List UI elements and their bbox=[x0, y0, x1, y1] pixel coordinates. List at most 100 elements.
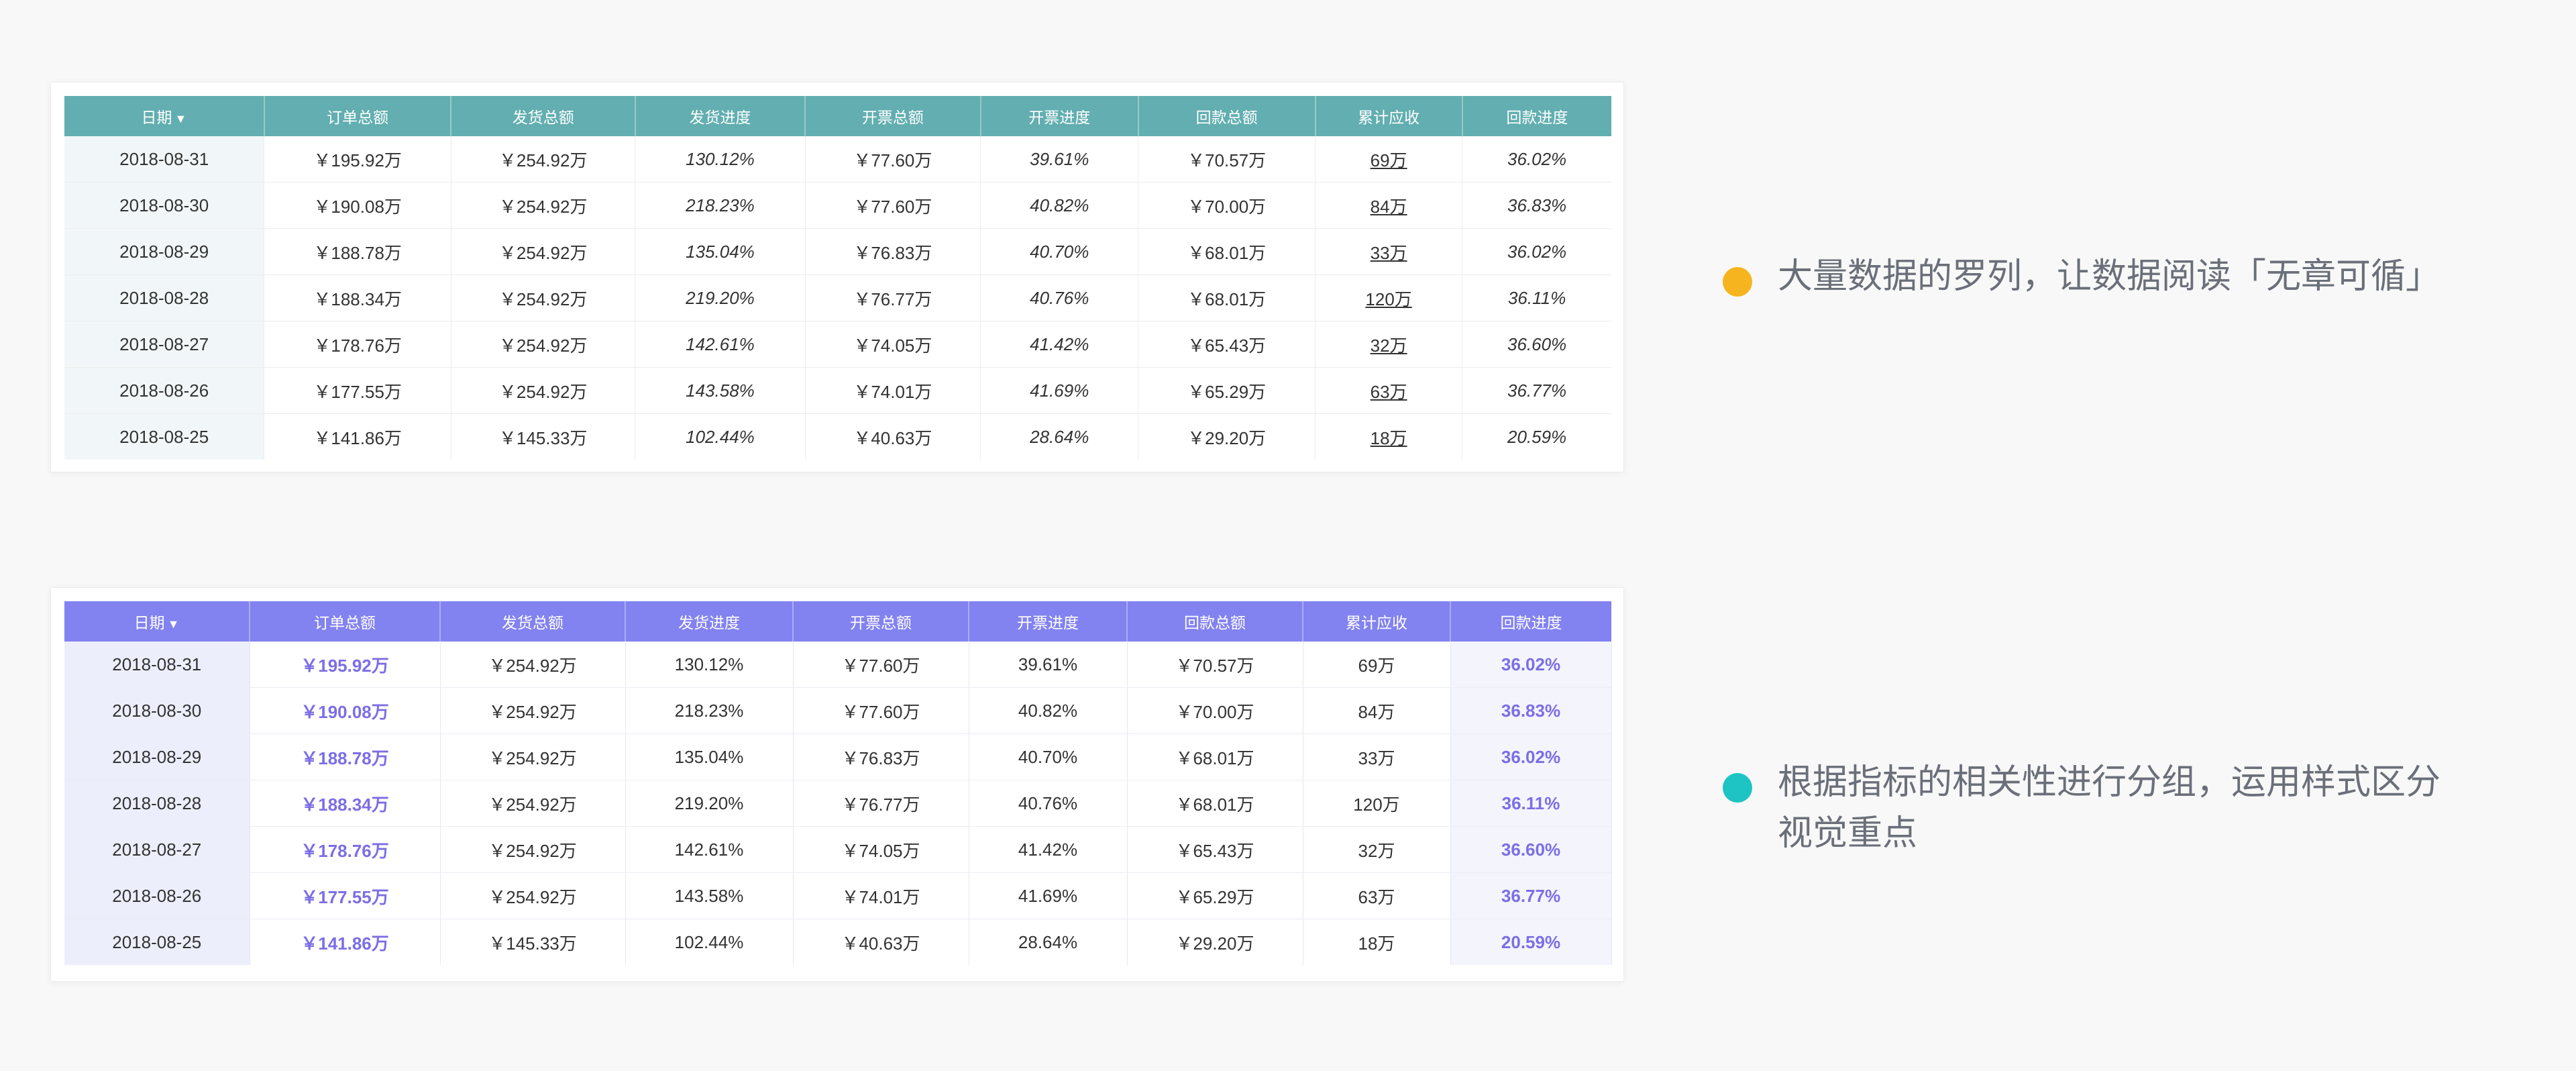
table-cell: 36.02% bbox=[1450, 733, 1612, 780]
table-cell: ￥76.77万 bbox=[805, 274, 981, 321]
table-cell: ￥188.34万 bbox=[250, 780, 441, 827]
table-cell: 143.58% bbox=[635, 367, 806, 414]
table-card-plain: 日期 ▼ 订单总额 发货总额 发货进度 开票总额 开票进度 回款总额 累计应收 回… bbox=[50, 82, 1624, 472]
table-cell: 102.44% bbox=[635, 413, 806, 460]
table-cell: ￥254.92万 bbox=[440, 687, 626, 734]
table-cell: ￥68.01万 bbox=[1138, 274, 1316, 321]
receivable-link[interactable]: 84万 bbox=[1315, 182, 1463, 229]
table-cell: 120万 bbox=[1303, 780, 1451, 827]
column-header[interactable]: 回款总额 bbox=[1138, 96, 1316, 136]
table-cell: ￥65.43万 bbox=[1127, 826, 1303, 873]
receivable-link[interactable]: 18万 bbox=[1315, 413, 1463, 460]
table-row[interactable]: 2018-08-29 ￥188.78万 ￥254.92万 135.04% ￥76.83万… bbox=[64, 733, 1612, 780]
table-row[interactable]: 2018-08-31 ￥195.92万 ￥254.92万 130.12% ￥77.60万… bbox=[64, 136, 1611, 183]
table-row[interactable]: 2018-08-28 ￥188.34万 ￥254.92万 219.20% ￥76.77万… bbox=[64, 780, 1612, 827]
table-cell: 41.42% bbox=[980, 321, 1139, 368]
table-cell: 84万 bbox=[1303, 687, 1451, 734]
table-cell: 2018-08-25 bbox=[64, 413, 265, 460]
table-cell: 130.12% bbox=[635, 136, 806, 183]
table-cell: ￥77.60万 bbox=[805, 136, 981, 183]
table-cell: 36.77% bbox=[1462, 367, 1611, 414]
table-row[interactable]: 2018-08-30 ￥190.08万 ￥254.92万 218.23% ￥77.60万… bbox=[64, 687, 1612, 734]
column-header[interactable]: 回款进度 bbox=[1450, 601, 1611, 642]
table-cell: 33万 bbox=[1303, 733, 1451, 780]
table-cell: ￥76.83万 bbox=[793, 733, 969, 780]
column-header[interactable]: 回款进度 bbox=[1462, 96, 1611, 136]
column-header[interactable]: 累计应收 bbox=[1315, 96, 1463, 136]
receivable-link[interactable]: 33万 bbox=[1315, 228, 1463, 275]
table-cell: 2018-08-29 bbox=[64, 733, 250, 780]
column-header[interactable]: 订单总额 bbox=[264, 96, 452, 136]
table-cell: 36.60% bbox=[1450, 826, 1612, 873]
table-cell: 40.70% bbox=[969, 733, 1128, 780]
table-cell: ￥254.92万 bbox=[440, 733, 626, 780]
column-header[interactable]: 发货总额 bbox=[451, 96, 636, 136]
table-row[interactable]: 2018-08-27 ￥178.76万 ￥254.92万 142.61% ￥74.05万… bbox=[64, 826, 1612, 873]
table-row[interactable]: 2018-08-27 ￥178.76万 ￥254.92万 142.61% ￥74.05万… bbox=[64, 321, 1611, 368]
table-cell: 20.59% bbox=[1450, 919, 1612, 965]
receivable-link[interactable]: 63万 bbox=[1315, 367, 1463, 414]
table-cell: ￥254.92万 bbox=[451, 321, 636, 368]
table-cell: ￥254.92万 bbox=[440, 826, 626, 873]
table-cell: 63万 bbox=[1303, 872, 1451, 919]
table-card-grouped: 日期 ▼ 订单总额 发货总额 发货进度 开票总额 开票进度 回款总额 累计应收 回… bbox=[50, 587, 1624, 982]
table-cell: 2018-08-25 bbox=[64, 919, 250, 965]
column-header[interactable]: 开票进度 bbox=[969, 601, 1128, 642]
table-cell: 219.20% bbox=[625, 780, 794, 827]
table-cell: 40.82% bbox=[969, 687, 1128, 734]
column-header[interactable]: 开票进度 bbox=[980, 96, 1139, 136]
column-header[interactable]: 回款总额 bbox=[1127, 601, 1303, 642]
receivable-link[interactable]: 32万 bbox=[1315, 321, 1463, 368]
table-cell: ￥190.08万 bbox=[250, 687, 441, 734]
table-cell: 2018-08-30 bbox=[64, 687, 250, 734]
column-header[interactable]: 开票总额 bbox=[805, 96, 981, 136]
table-cell: ￥68.01万 bbox=[1127, 780, 1303, 827]
receivable-link[interactable]: 120万 bbox=[1315, 274, 1463, 321]
annotation-note-1: 大量数据的罗列，让数据阅读「无章可循」 bbox=[1723, 251, 2516, 302]
table-cell: ￥77.60万 bbox=[793, 687, 969, 734]
sort-down-icon[interactable]: ▼ bbox=[167, 617, 180, 631]
table-cell: 219.20% bbox=[635, 274, 806, 321]
column-header[interactable]: 发货进度 bbox=[635, 96, 806, 136]
table-cell: 40.82% bbox=[980, 182, 1139, 229]
table-cell: 18万 bbox=[1303, 919, 1451, 965]
table-cell: 28.64% bbox=[969, 919, 1128, 965]
table-cell: ￥29.20万 bbox=[1127, 919, 1303, 965]
table-cell: 32万 bbox=[1303, 826, 1451, 873]
table-cell: ￥254.92万 bbox=[451, 182, 636, 229]
table-cell: ￥77.60万 bbox=[805, 182, 981, 229]
table-cell: 36.60% bbox=[1462, 321, 1611, 368]
table-row[interactable]: 2018-08-31 ￥195.92万 ￥254.92万 130.12% ￥77.60万… bbox=[64, 642, 1612, 688]
column-header[interactable]: 订单总额 bbox=[250, 601, 441, 642]
table-row[interactable]: 2018-08-25 ￥141.86万 ￥145.33万 102.44% ￥40.63万… bbox=[64, 413, 1611, 460]
table-row[interactable]: 2018-08-26 ￥177.55万 ￥254.92万 143.58% ￥74.01万… bbox=[64, 872, 1612, 919]
table-row[interactable]: 2018-08-25 ￥141.86万 ￥145.33万 102.44% ￥40.63万… bbox=[64, 919, 1612, 965]
receivable-link[interactable]: 69万 bbox=[1315, 136, 1463, 183]
table-cell: 135.04% bbox=[625, 733, 794, 780]
sort-down-icon[interactable]: ▼ bbox=[174, 112, 187, 125]
column-header-date[interactable]: 日期 ▼ bbox=[64, 601, 250, 642]
table-cell: 40.76% bbox=[969, 780, 1128, 827]
table-cell: ￥178.76万 bbox=[250, 826, 441, 873]
annotation-note-2: 根据指标的相关性进行分组，运用样式区分视觉重点 bbox=[1723, 757, 2449, 859]
table-cell: 2018-08-31 bbox=[64, 136, 265, 183]
table-row[interactable]: 2018-08-29 ￥188.78万 ￥254.92万 135.04% ￥76.83万… bbox=[64, 228, 1611, 275]
table-cell: ￥70.57万 bbox=[1127, 642, 1303, 688]
table-cell: ￥254.92万 bbox=[451, 136, 636, 183]
table-cell: 69万 bbox=[1303, 642, 1451, 688]
table-row[interactable]: 2018-08-26 ￥177.55万 ￥254.92万 143.58% ￥74.01万… bbox=[64, 367, 1611, 414]
table-cell: 2018-08-30 bbox=[64, 182, 265, 229]
table-row[interactable]: 2018-08-30 ￥190.08万 ￥254.92万 218.23% ￥77.60万… bbox=[64, 182, 1611, 229]
column-header[interactable]: 开票总额 bbox=[793, 601, 969, 642]
table-row[interactable]: 2018-08-28 ￥188.34万 ￥254.92万 219.20% ￥76.77万… bbox=[64, 274, 1611, 321]
table-cell: ￥178.76万 bbox=[264, 321, 451, 368]
column-header-date[interactable]: 日期 ▼ bbox=[64, 96, 265, 136]
table-cell: ￥141.86万 bbox=[250, 919, 441, 965]
column-header[interactable]: 累计应收 bbox=[1303, 601, 1451, 642]
table-cell: ￥188.78万 bbox=[250, 733, 441, 780]
table-cell: ￥70.00万 bbox=[1127, 687, 1303, 734]
table-cell: 40.70% bbox=[980, 228, 1139, 275]
column-header[interactable]: 发货进度 bbox=[625, 601, 794, 642]
column-header[interactable]: 发货总额 bbox=[440, 601, 626, 642]
table-cell: 36.11% bbox=[1462, 274, 1611, 321]
